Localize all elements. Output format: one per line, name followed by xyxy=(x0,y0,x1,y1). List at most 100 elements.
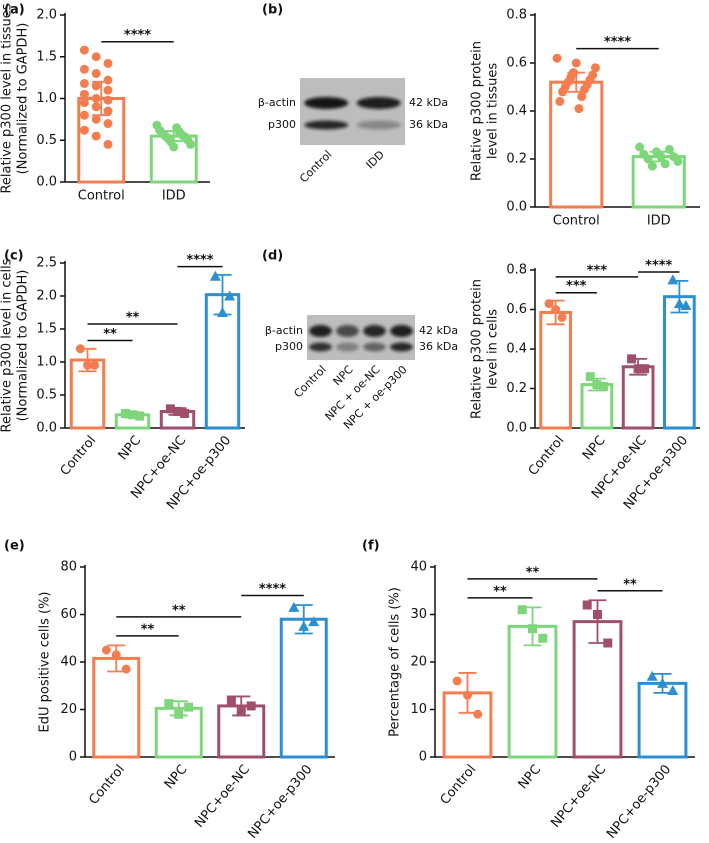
error-bar xyxy=(123,411,142,419)
point xyxy=(574,104,584,114)
band xyxy=(363,325,386,337)
x-tick-label: NPC+oe-p300 xyxy=(245,762,315,842)
error-bar xyxy=(587,377,606,392)
x-tick-label: NPC xyxy=(116,433,145,463)
band-label: β-actin xyxy=(265,324,303,337)
error-bar xyxy=(169,700,188,717)
point xyxy=(90,360,100,370)
error-bar xyxy=(213,273,232,316)
bar xyxy=(572,620,623,759)
x-tick-label: NPC xyxy=(516,762,545,792)
bar xyxy=(539,310,572,430)
y-axis-label: Relative p300 level in cells xyxy=(0,258,15,432)
x-tick-label: Control xyxy=(438,762,480,808)
point xyxy=(308,616,320,627)
significance-label: **** xyxy=(604,35,631,50)
y-axis-label: level in cells xyxy=(486,309,501,389)
point xyxy=(226,695,236,705)
point xyxy=(603,638,613,648)
significance-label: **** xyxy=(124,28,151,43)
y-axis-label: Relative p300 level in tissues xyxy=(0,3,15,193)
point xyxy=(640,364,650,374)
point xyxy=(91,52,101,62)
error-bar xyxy=(458,672,477,714)
y-tick-label: 0.0 xyxy=(506,421,527,436)
y-axis-label: (Normalized to GAPDH) xyxy=(16,23,31,175)
y-tick-label: 40 xyxy=(60,655,77,670)
y-tick-label: 0.2 xyxy=(506,152,527,167)
point xyxy=(577,92,587,102)
y-tick-label: 0.5 xyxy=(36,133,57,148)
bar xyxy=(217,704,266,759)
band xyxy=(390,325,413,337)
significance-label: *** xyxy=(587,263,608,278)
error-bar xyxy=(546,299,565,326)
band xyxy=(363,342,386,352)
band-label: β-actin xyxy=(258,96,296,109)
point xyxy=(646,670,658,681)
y-tick-label: 0.2 xyxy=(506,381,527,396)
significance-label: ** xyxy=(172,603,186,618)
error-bar xyxy=(92,80,111,117)
error-bar xyxy=(294,604,313,635)
error-bar xyxy=(649,150,668,163)
band-size: 36 kDa xyxy=(419,340,458,353)
x-tick-label: Control xyxy=(526,433,568,479)
point xyxy=(635,142,645,152)
panel-label: (a) xyxy=(4,3,25,18)
band-size: 42 kDa xyxy=(409,96,448,109)
point xyxy=(79,64,89,74)
band xyxy=(356,120,401,130)
panel-label: (e) xyxy=(4,539,25,554)
y-tick-label: 2.0 xyxy=(36,289,57,304)
bar xyxy=(637,681,688,759)
panel-label: (c) xyxy=(4,249,24,264)
band-label: p300 xyxy=(268,118,296,131)
y-axis-label: level in tissues xyxy=(486,63,501,160)
band xyxy=(356,97,401,109)
significance-label: ** xyxy=(623,577,637,592)
y-tick-label: 40 xyxy=(410,560,427,575)
point xyxy=(246,701,256,711)
band xyxy=(304,97,349,109)
point xyxy=(186,139,196,149)
point xyxy=(224,290,236,301)
y-tick-label: 0.6 xyxy=(506,302,527,317)
point xyxy=(103,139,113,149)
y-tick-label: 1.5 xyxy=(36,322,57,337)
y-tick-label: 0.5 xyxy=(36,388,57,403)
point xyxy=(647,161,657,171)
panel-label: (d) xyxy=(262,249,283,264)
y-tick-label: 2.5 xyxy=(36,256,57,271)
significance-label: ** xyxy=(526,565,540,580)
y-tick-label: 0 xyxy=(69,750,77,765)
significance-label: *** xyxy=(566,279,587,294)
point xyxy=(91,81,101,91)
x-tick-label: Control xyxy=(58,433,100,479)
point xyxy=(135,411,145,421)
point xyxy=(673,156,683,166)
y-tick-label: 0.8 xyxy=(506,263,527,278)
point xyxy=(590,63,600,73)
point xyxy=(164,699,174,709)
band xyxy=(309,325,332,337)
bar xyxy=(279,617,328,759)
point xyxy=(184,702,194,712)
significance-label: **** xyxy=(259,582,286,597)
point xyxy=(103,58,113,68)
x-tick-label: Control xyxy=(78,189,125,204)
y-tick-label: 20 xyxy=(410,655,427,670)
y-axis-label: Percentage of cells (%) xyxy=(388,587,403,737)
point xyxy=(103,75,113,85)
error-bar xyxy=(653,672,672,694)
y-tick-label: 0 xyxy=(419,750,427,765)
point xyxy=(91,94,101,103)
significance-label: ** xyxy=(126,311,140,326)
y-tick-label: 0.0 xyxy=(36,175,57,190)
y-axis-label: Relative p300 protein xyxy=(470,41,485,181)
point xyxy=(582,600,592,610)
point xyxy=(91,114,101,124)
x-tick-label: NPC+oe-NC xyxy=(192,762,253,831)
blot xyxy=(307,315,415,360)
error-bar xyxy=(588,599,607,644)
